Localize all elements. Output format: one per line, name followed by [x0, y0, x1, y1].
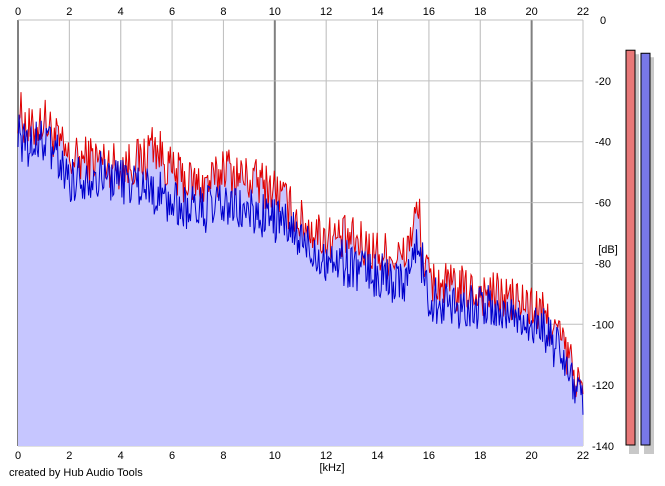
x-tick-label: 10 — [269, 6, 281, 18]
credit-text: created by Hub Audio Tools — [9, 467, 143, 479]
x-tick-label: 8 — [220, 450, 226, 462]
y-axis-label: [dB] — [598, 244, 618, 256]
x-tick-label: 6 — [169, 450, 175, 462]
y-tick-label: -120 — [592, 380, 614, 392]
right-level-meter — [640, 52, 651, 446]
x-tick-label: 14 — [371, 6, 383, 18]
x-tick-label: 18 — [474, 450, 486, 462]
y-tick-label: -80 — [595, 258, 611, 270]
x-tick-label: 16 — [423, 450, 435, 462]
x-tick-label: 22 — [577, 450, 589, 462]
y-tick-label: 0 — [600, 15, 606, 27]
x-tick-label: 2 — [66, 6, 72, 18]
x-tick-label: 0 — [15, 450, 21, 462]
x-tick-label: 20 — [526, 6, 538, 18]
x-tick-labels-top: 0 2 4 6 8 10 12 14 16 18 20 22 — [15, 6, 589, 18]
x-tick-label: 20 — [526, 450, 538, 462]
spectrum-area-fill — [18, 92, 583, 446]
y-tick-labels: 0 -20 -40 -60 -80 -100 -120 -140 — [592, 15, 614, 453]
x-tick-label: 12 — [320, 6, 332, 18]
x-tick-label: 16 — [423, 6, 435, 18]
x-tick-label: 18 — [474, 6, 486, 18]
x-tick-label: 14 — [371, 450, 383, 462]
y-tick-label: -20 — [595, 76, 611, 88]
x-tick-label: 4 — [118, 6, 124, 18]
x-tick-label: 22 — [577, 6, 589, 18]
x-axis-label: [kHz] — [319, 462, 344, 474]
x-tick-labels-bottom: 0 2 4 6 8 10 12 14 16 18 20 22 — [15, 450, 589, 462]
x-tick-label: 2 — [66, 450, 72, 462]
x-tick-label: 10 — [269, 450, 281, 462]
y-tick-label: -140 — [592, 441, 614, 453]
y-tick-label: -60 — [595, 198, 611, 210]
x-tick-label: 0 — [15, 6, 21, 18]
series-right-channel-line — [17, 114, 584, 415]
y-tick-label: -40 — [595, 137, 611, 149]
x-tick-label: 4 — [118, 450, 124, 462]
x-tick-label: 6 — [169, 6, 175, 18]
x-tick-label: 8 — [220, 6, 226, 18]
y-tick-label: -100 — [592, 319, 614, 331]
x-tick-label: 12 — [320, 450, 332, 462]
left-level-meter — [625, 49, 636, 446]
level-meters — [625, 49, 654, 454]
